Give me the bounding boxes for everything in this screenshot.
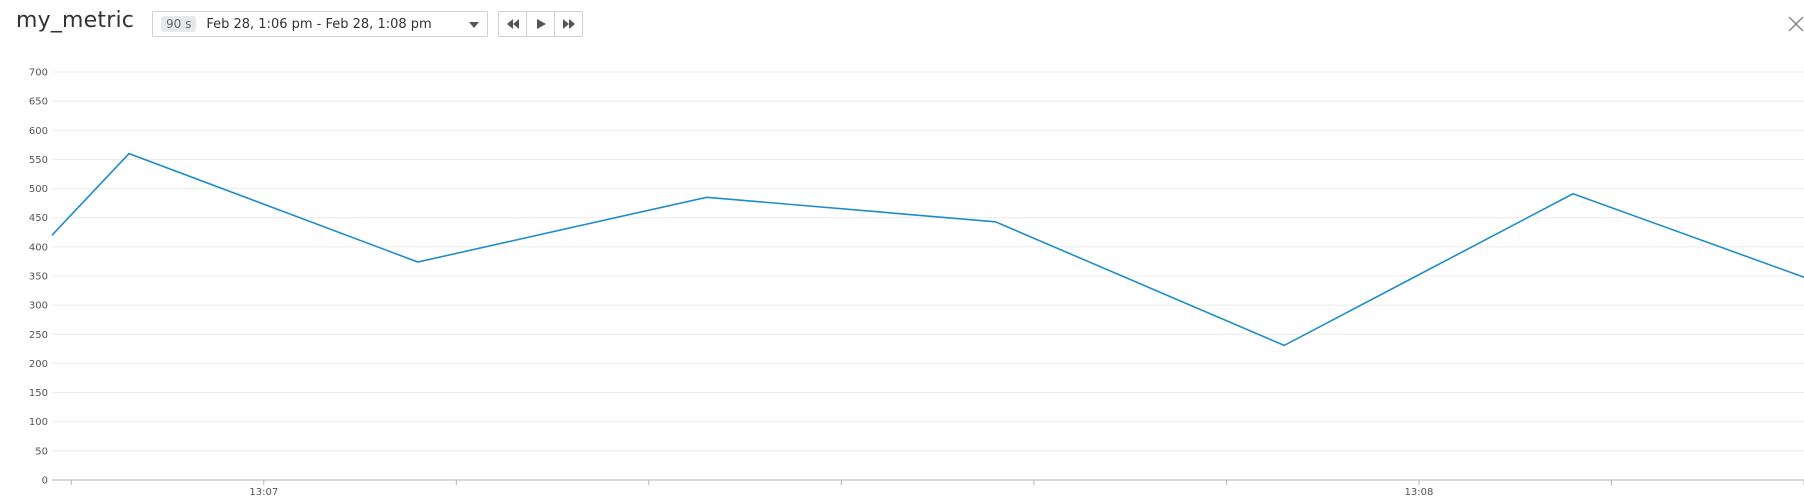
y-tick-label: 250 bbox=[29, 330, 48, 341]
y-tick-label: 550 bbox=[29, 155, 48, 166]
x-tick-label: 13:07 bbox=[249, 487, 278, 498]
play-icon bbox=[536, 19, 546, 29]
fast-forward-icon bbox=[562, 19, 575, 29]
time-range-picker[interactable]: 90 s Feb 28, 1:06 pm - Feb 28, 1:08 pm bbox=[152, 11, 488, 37]
y-tick-label: 200 bbox=[29, 359, 48, 370]
rewind-icon bbox=[506, 19, 519, 29]
chevron-down-icon bbox=[469, 22, 479, 28]
rewind-button[interactable] bbox=[499, 12, 526, 36]
y-tick-label: 500 bbox=[29, 184, 48, 195]
time-navigation bbox=[498, 11, 583, 37]
y-tick-label: 400 bbox=[29, 242, 48, 253]
play-button[interactable] bbox=[526, 12, 554, 36]
y-tick-label: 600 bbox=[29, 126, 48, 137]
fast-forward-button[interactable] bbox=[554, 12, 582, 36]
y-tick-label: 50 bbox=[35, 446, 48, 457]
y-tick-label: 350 bbox=[29, 272, 48, 283]
y-tick-label: 0 bbox=[42, 476, 48, 487]
y-tick-label: 700 bbox=[29, 68, 48, 79]
time-range-text: Feb 28, 1:06 pm - Feb 28, 1:08 pm bbox=[206, 16, 432, 32]
y-tick-label: 450 bbox=[29, 213, 48, 224]
span-badge: 90 s bbox=[161, 16, 197, 32]
series-line bbox=[51, 152, 1804, 347]
y-tick-label: 150 bbox=[29, 388, 48, 399]
y-tick-label: 300 bbox=[29, 301, 48, 312]
x-tick-label: 13:08 bbox=[1405, 487, 1434, 498]
close-icon[interactable] bbox=[1786, 14, 1804, 34]
page-title: my_metric bbox=[16, 8, 135, 33]
y-tick-label: 100 bbox=[29, 417, 48, 428]
y-tick-label: 650 bbox=[29, 97, 48, 108]
